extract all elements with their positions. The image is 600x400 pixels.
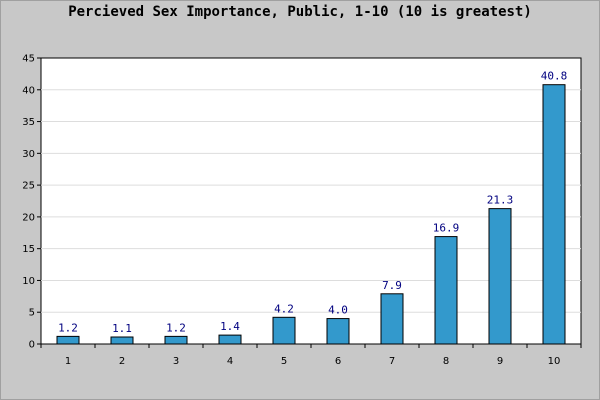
y-tick-label: 0 [29, 340, 35, 351]
bar-4 [218, 334, 242, 345]
data-label-5: 4.2 [274, 302, 294, 315]
x-tick-label: 7 [389, 356, 395, 367]
y-tick-label: 15 [22, 244, 35, 255]
y-tick-label: 25 [22, 181, 35, 192]
data-label-10: 40.8 [541, 70, 568, 83]
x-tick-label: 3 [173, 356, 179, 367]
bar-5 [272, 316, 296, 345]
y-tick-label: 40 [22, 85, 35, 96]
y-tick-label: 30 [22, 149, 35, 160]
data-label-3: 1.2 [166, 321, 186, 334]
data-label-7: 7.9 [382, 279, 402, 292]
x-tick-label: 8 [443, 356, 449, 367]
x-tick-label: 10 [548, 356, 561, 367]
y-tick-label: 45 [22, 54, 35, 65]
bar-2 [110, 336, 134, 345]
data-label-2: 1.1 [112, 322, 132, 335]
x-tick-label: 5 [281, 356, 287, 367]
data-label-9: 21.3 [487, 194, 514, 207]
x-tick-label: 2 [119, 356, 125, 367]
bar-1 [56, 335, 80, 345]
bar-7 [380, 293, 404, 345]
y-tick-label: 5 [29, 308, 35, 319]
data-labels: 1.2 1.1 1.2 1.4 4.2 4.0 7.9 16.9 21.3 40.8 [58, 70, 567, 335]
bar-3 [164, 335, 188, 345]
data-label-1: 1.2 [58, 321, 78, 334]
x-tick-label: 4 [227, 356, 233, 367]
bar-10 [542, 84, 566, 345]
x-axis: 1 2 3 4 5 6 7 8 9 10 [40, 344, 582, 367]
y-tick-label: 10 [22, 276, 35, 287]
x-tick-label: 6 [335, 356, 341, 367]
bars [56, 84, 566, 345]
chart-title: Percieved Sex Importance, Public, 1-10 (… [68, 4, 532, 20]
x-tick-label: 9 [497, 356, 503, 367]
x-tick-label: 1 [65, 356, 71, 367]
bar-6 [326, 318, 350, 345]
data-label-6: 4.0 [328, 304, 348, 317]
data-label-4: 1.4 [220, 320, 240, 333]
bar-9 [488, 208, 512, 345]
y-tick-label: 20 [22, 212, 35, 223]
y-tick-label: 35 [22, 117, 35, 128]
y-axis: 0 5 10 15 20 25 30 35 40 45 [22, 54, 41, 351]
data-label-8: 16.9 [433, 222, 460, 235]
bar-8 [434, 236, 458, 345]
